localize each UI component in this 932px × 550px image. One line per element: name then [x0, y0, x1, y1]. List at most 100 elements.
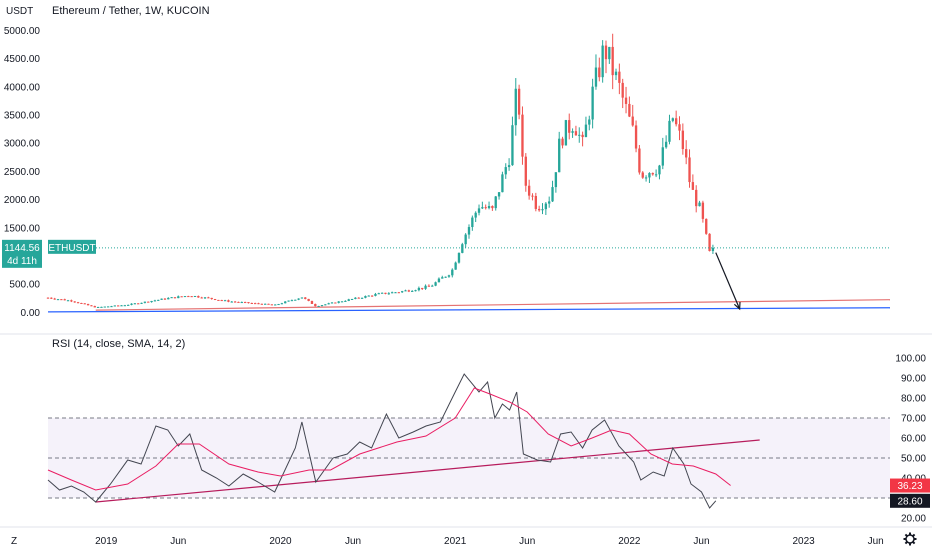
candle: [624, 97, 628, 104]
x-axis-tick: Jun: [868, 536, 884, 547]
candle: [357, 297, 360, 299]
rsi-axis-tick: 90.00: [901, 374, 926, 385]
candle: [638, 148, 641, 173]
candle: [230, 301, 233, 303]
candle: [70, 300, 73, 302]
candle: [270, 304, 274, 306]
candle: [310, 300, 314, 304]
candle: [698, 202, 701, 207]
candle: [213, 298, 217, 300]
x-axis-tick: Jun: [345, 536, 361, 547]
projection-arrow[interactable]: [715, 252, 741, 310]
candle: [200, 297, 203, 299]
candle: [324, 304, 327, 306]
trendline-trend_blue[interactable]: [47, 307, 891, 313]
candle: [574, 131, 578, 136]
candle: [100, 306, 103, 308]
candle: [80, 302, 83, 304]
x-axis-tick: Jun: [170, 536, 186, 547]
candle: [701, 202, 705, 219]
candle: [334, 302, 337, 304]
last-price-tag: [2, 239, 42, 268]
candle: [614, 71, 618, 76]
x-axis-tick: Jun: [693, 536, 709, 547]
candle: [464, 234, 467, 245]
candle: [337, 301, 340, 303]
trendline-trend_red[interactable]: [95, 299, 891, 311]
rsi-support-trendline[interactable]: [95, 439, 760, 503]
candle: [143, 301, 147, 303]
candle: [661, 147, 664, 166]
candle: [447, 275, 451, 277]
candle: [187, 296, 190, 298]
candle: [421, 287, 424, 289]
candle: [297, 298, 300, 300]
candle: [284, 301, 287, 304]
rsi-sma-line: [47, 387, 731, 491]
candle: [461, 244, 464, 253]
candle: [471, 217, 474, 228]
candle: [233, 301, 237, 303]
candle: [307, 298, 310, 301]
candle: [604, 45, 608, 60]
price-unit-label: USDT: [6, 6, 33, 17]
candle: [527, 185, 531, 196]
candle: [153, 300, 157, 302]
candle: [50, 297, 53, 299]
candle: [63, 299, 66, 301]
candle: [434, 282, 437, 286]
candle: [240, 302, 243, 304]
rsi-axis-tick: 50.00: [901, 454, 926, 465]
candle: [354, 297, 357, 299]
price-axis-tick: 3500.00: [4, 111, 41, 122]
candle: [634, 125, 638, 149]
candle: [56, 299, 60, 301]
candle: [223, 300, 227, 302]
candle: [454, 262, 457, 270]
x-axis-tick: 2023: [792, 536, 815, 547]
candle: [340, 301, 344, 303]
candle: [106, 306, 110, 308]
price-axis-tick: 500.00: [9, 280, 40, 291]
candle: [494, 196, 497, 209]
candle: [581, 134, 584, 138]
candle: [347, 299, 350, 301]
candle: [444, 276, 447, 278]
settings-gear-icon[interactable]: [903, 532, 917, 546]
candle: [711, 247, 715, 252]
candle: [674, 118, 678, 125]
candle: [487, 206, 491, 209]
candle: [314, 303, 317, 307]
candle: [664, 141, 668, 148]
candle: [190, 296, 193, 298]
candle: [207, 297, 210, 299]
candle: [197, 296, 200, 298]
candle: [330, 302, 334, 304]
projection-arrow-head: [733, 301, 741, 311]
candle: [631, 116, 634, 126]
candle: [397, 292, 401, 294]
candle: [113, 305, 116, 307]
candle: [387, 293, 390, 295]
bar-countdown: 4d 11h: [7, 256, 37, 267]
x-axis-tick: 2021: [444, 536, 467, 547]
candle: [137, 303, 140, 305]
candle: [705, 218, 708, 234]
candle: [558, 138, 561, 173]
timezone-z-icon[interactable]: Z: [11, 536, 17, 547]
candle: [598, 67, 601, 78]
price-chart-title: Ethereum / Tether, 1W, KUCOIN: [52, 5, 210, 17]
candle: [417, 287, 421, 291]
candle: [578, 134, 581, 136]
candle: [243, 302, 247, 304]
candle: [611, 46, 614, 76]
candle: [594, 67, 598, 87]
candle: [541, 209, 544, 211]
candle: [364, 296, 367, 298]
candle: [571, 131, 574, 133]
candle: [227, 300, 230, 302]
candle: [641, 172, 644, 178]
candle: [514, 88, 517, 126]
candle: [370, 295, 374, 297]
candle: [253, 303, 257, 305]
